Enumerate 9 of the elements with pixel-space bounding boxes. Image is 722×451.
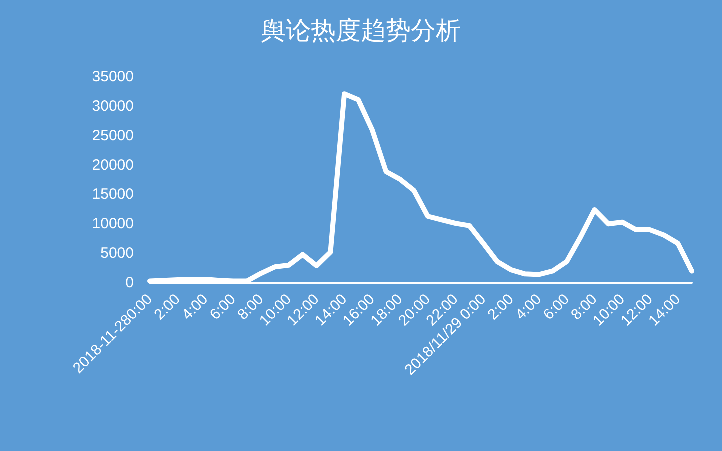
y-tick-label: 25000 — [92, 127, 134, 144]
y-tick-label: 15000 — [92, 186, 134, 204]
y-tick-label: 30000 — [92, 98, 134, 115]
chart-title: 舆论热度趋势分析 — [261, 17, 461, 45]
y-tick-label: 10000 — [92, 216, 134, 233]
y-tick-label: 0 — [126, 274, 134, 292]
y-tick-label: 20000 — [92, 156, 134, 174]
y-tick-label: 35000 — [92, 68, 134, 86]
y-tick-label: 5000 — [100, 245, 134, 262]
